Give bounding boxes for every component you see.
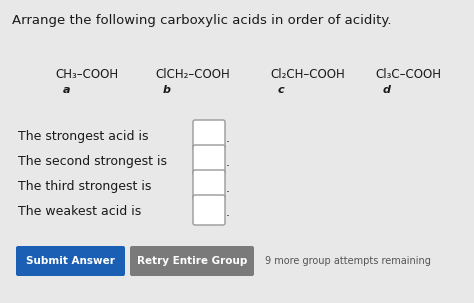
Text: The second strongest is: The second strongest is (18, 155, 167, 168)
Text: Retry Entire Group: Retry Entire Group (137, 256, 247, 266)
Text: ClCH₂–COOH: ClCH₂–COOH (155, 68, 230, 81)
FancyBboxPatch shape (16, 246, 125, 276)
Text: .: . (226, 132, 230, 145)
FancyBboxPatch shape (193, 170, 225, 200)
Text: Cl₂CH–COOH: Cl₂CH–COOH (270, 68, 345, 81)
Text: .: . (226, 207, 230, 219)
Text: Cl₃C–COOH: Cl₃C–COOH (375, 68, 441, 81)
Text: 9 more group attempts remaining: 9 more group attempts remaining (265, 256, 431, 266)
Text: The third strongest is: The third strongest is (18, 180, 151, 193)
Text: c: c (278, 85, 284, 95)
Text: Arrange the following carboxylic acids in order of acidity.: Arrange the following carboxylic acids i… (12, 14, 392, 27)
Text: a: a (63, 85, 71, 95)
Text: d: d (383, 85, 391, 95)
Text: The strongest acid is: The strongest acid is (18, 130, 148, 143)
Text: .: . (226, 181, 230, 195)
Text: The weakest acid is: The weakest acid is (18, 205, 141, 218)
Text: Submit Answer: Submit Answer (26, 256, 115, 266)
Text: .: . (226, 157, 230, 169)
FancyBboxPatch shape (193, 120, 225, 150)
FancyBboxPatch shape (193, 195, 225, 225)
FancyBboxPatch shape (193, 145, 225, 175)
FancyBboxPatch shape (130, 246, 254, 276)
Text: CH₃–COOH: CH₃–COOH (55, 68, 118, 81)
Text: b: b (163, 85, 171, 95)
